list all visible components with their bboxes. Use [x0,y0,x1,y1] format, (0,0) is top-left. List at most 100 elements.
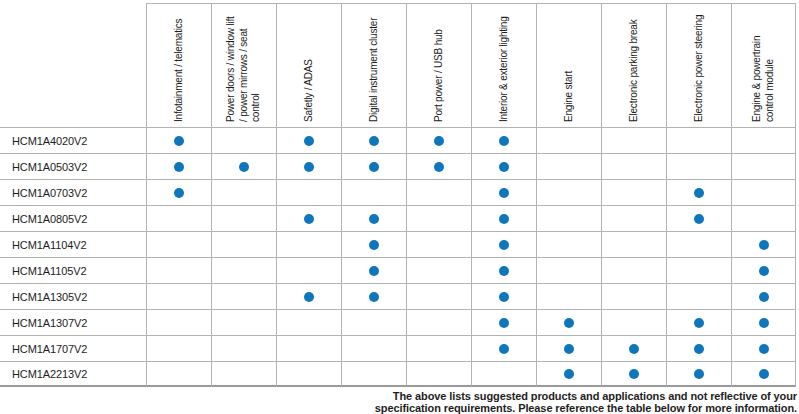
matrix-cell [731,205,796,231]
matrix-cell [406,205,471,231]
matrix-cell [276,127,341,153]
column-header: Safetly / ADAS [276,3,341,127]
matrix-cell [536,257,601,283]
dot-marker [759,266,769,276]
matrix-cell [471,179,536,205]
dot-marker [174,136,184,146]
matrix-cell [666,283,731,309]
column-header-label: Digital instrument cluster [368,7,381,127]
dot-marker [694,318,704,328]
matrix-cell [471,127,536,153]
matrix-cell [666,361,731,387]
matrix-cell [666,257,731,283]
matrix-cell [601,283,666,309]
matrix-cell [666,127,731,153]
dot-marker [369,266,379,276]
matrix-cell [536,231,601,257]
row-label: HCM1A1105V2 [0,257,146,283]
dot-marker [369,240,379,250]
matrix-cell [406,153,471,179]
matrix-cell [341,335,406,361]
matrix-cell [146,309,211,335]
column-header-label: Engine start [563,7,576,127]
matrix-cell [341,231,406,257]
column-header: Engine & powertrain control module [731,3,796,127]
column-header: Port power / USB hub [406,3,471,127]
dot-marker [369,292,379,302]
column-header-label: Port power / USB hub [433,7,446,127]
matrix-grid: Infotainment / telematicsPower doors / w… [0,3,797,387]
column-header: Interior & exterior lighting [471,3,536,127]
dot-marker [499,240,509,250]
matrix-cell [731,335,796,361]
row-label: HCM1A0805V2 [0,205,146,231]
matrix-cell [731,179,796,205]
column-header-label: Safetly / ADAS [303,7,316,127]
matrix-cell [276,231,341,257]
matrix-cell [211,205,276,231]
row-label: HCM1A4020V2 [0,127,146,153]
matrix-cell [666,153,731,179]
column-header: Power doors / window lift / power mirrow… [211,3,276,127]
dot-marker [369,162,379,172]
dot-marker [564,369,574,379]
dot-marker [434,162,444,172]
dot-marker [304,162,314,172]
matrix-cell [211,257,276,283]
matrix-cell [341,309,406,335]
matrix-cell [276,283,341,309]
column-header-label: Engine & powertrain control module [751,7,776,127]
matrix-cell [211,231,276,257]
dot-marker [174,162,184,172]
matrix-cell [406,283,471,309]
column-header: Electronic power steering [666,3,731,127]
matrix-cell [406,257,471,283]
matrix-cell [536,127,601,153]
matrix-cell [146,335,211,361]
matrix-cell [211,127,276,153]
matrix-cell [406,309,471,335]
column-header-label: Electronic power steering [693,7,706,127]
column-header-label: Electronic parking break [628,7,641,127]
matrix-cell [666,231,731,257]
row-label: HCM1A1707V2 [0,335,146,361]
row-label: HCM1A2213V2 [0,361,146,387]
matrix-cell [471,205,536,231]
dot-marker [759,318,769,328]
dot-marker [564,318,574,328]
matrix-cell [731,309,796,335]
matrix-cell [601,361,666,387]
dot-marker [499,136,509,146]
dot-marker [304,292,314,302]
matrix-cell [536,309,601,335]
column-header: Digital instrument cluster [341,3,406,127]
matrix-cell [601,231,666,257]
footnote: The above lists suggested products and a… [0,390,797,414]
row-label: HCM1A1104V2 [0,231,146,257]
dot-marker [694,344,704,354]
matrix-cell [731,153,796,179]
dot-marker [174,188,184,198]
matrix-cell [146,127,211,153]
matrix-cell [146,361,211,387]
dot-marker [499,266,509,276]
row-label: HCM1A1305V2 [0,283,146,309]
matrix-cell [731,283,796,309]
corner-spacer [0,3,146,127]
matrix-cell [341,179,406,205]
matrix-cell [406,335,471,361]
matrix-cell [341,283,406,309]
matrix-cell [341,153,406,179]
matrix-cell [471,257,536,283]
dot-marker [759,369,769,379]
dot-marker [499,162,509,172]
matrix-cell [341,205,406,231]
dot-marker [304,214,314,224]
column-header: Infotainment / telematics [146,3,211,127]
matrix-cell [471,309,536,335]
matrix-cell [276,309,341,335]
matrix-cell [601,153,666,179]
dot-marker [499,292,509,302]
matrix-cell [211,179,276,205]
matrix-cell [731,127,796,153]
